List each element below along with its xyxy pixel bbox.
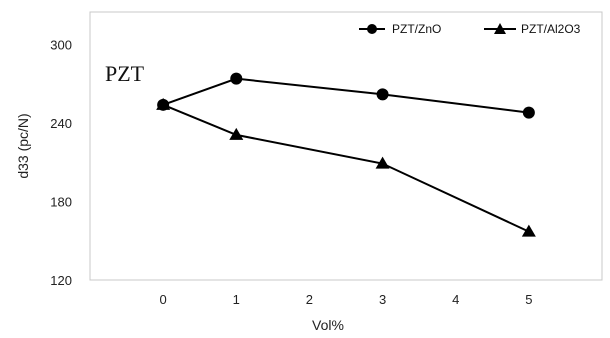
- x-axis-label: Vol%: [312, 317, 344, 333]
- x-tick-label: 4: [452, 292, 459, 307]
- x-tick-label: 0: [160, 292, 167, 307]
- y-axis-ticks: 120 180 240 300: [50, 38, 72, 288]
- legend-label-zno: PZT/ZnO: [392, 22, 441, 36]
- x-tick-label: 5: [525, 292, 532, 307]
- legend-label-al2o3: PZT/Al2O3: [521, 22, 581, 36]
- y-tick-label: 120: [50, 273, 72, 288]
- data-point-1-2: [375, 156, 390, 169]
- series-layer: [156, 72, 536, 237]
- series-line-0: [162, 77, 529, 114]
- legend: PZT/ZnO PZT/Al2O3: [359, 22, 581, 36]
- pzt-annotation: PZT: [105, 61, 145, 86]
- x-axis-ticks: 0 1 2 3 4 5: [160, 292, 533, 307]
- y-tick-label: 300: [50, 38, 72, 53]
- data-point-1-0: [156, 97, 171, 110]
- x-tick-label: 1: [233, 292, 240, 307]
- legend-marker-al2o3: [494, 23, 506, 34]
- x-tick-label: 3: [379, 292, 386, 307]
- data-point-0-3: [522, 106, 535, 119]
- data-point-0-2: [376, 88, 389, 101]
- series-line-1: [162, 103, 530, 233]
- y-tick-label: 240: [50, 116, 72, 131]
- y-tick-label: 180: [50, 195, 72, 210]
- data-point-0-1: [230, 72, 243, 85]
- plot-frame: [89, 11, 603, 281]
- data-point-1-1: [229, 127, 244, 140]
- legend-marker-zno: [367, 24, 377, 34]
- y-axis-label: d33 (pc/N): [15, 113, 31, 178]
- x-tick-label: 2: [306, 292, 313, 307]
- data-point-1-3: [521, 224, 536, 237]
